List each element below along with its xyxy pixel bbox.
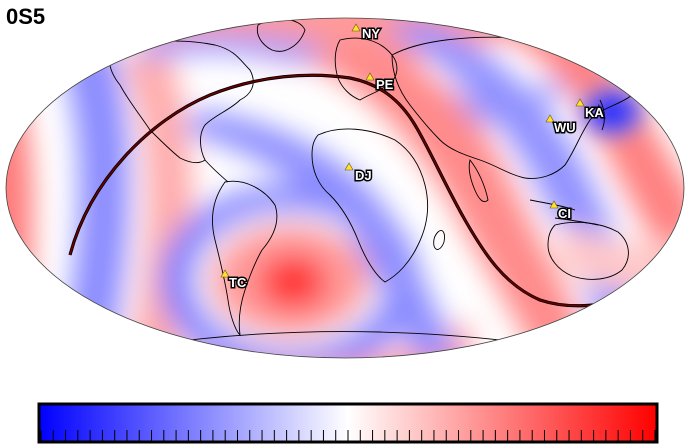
station-marker: TC	[220, 269, 248, 292]
station-wu-label: WU	[554, 120, 576, 135]
station-marker: KA	[575, 98, 606, 122]
station-ka-marker	[575, 98, 585, 107]
station-ny-marker	[351, 23, 361, 32]
station-dj-marker	[344, 162, 354, 171]
field-pattern	[6, 18, 684, 358]
station-marker: NY	[351, 23, 382, 43]
station-marker: DJ	[344, 162, 373, 185]
map-outline	[5, 17, 685, 359]
station-tc-marker	[220, 269, 230, 278]
station-dj-label: DJ	[355, 168, 372, 183]
station-marker: CI	[549, 200, 573, 223]
station-ny-label: NY	[362, 26, 380, 41]
station-marker: WU	[545, 114, 577, 137]
station-pe-label: PE	[376, 77, 394, 92]
station-tc-label: TC	[229, 275, 247, 290]
station-marker: PE	[365, 72, 395, 94]
coastlines	[109, 18, 645, 349]
mode-title: 0S5	[6, 4, 46, 29]
colorbar-ticks	[40, 430, 656, 441]
station-ci-marker	[549, 200, 559, 209]
station-ka-label: KA	[585, 105, 604, 120]
station-wu-marker	[545, 114, 555, 123]
station-ci-label: CI	[558, 206, 571, 221]
station-pe-marker	[365, 72, 375, 81]
